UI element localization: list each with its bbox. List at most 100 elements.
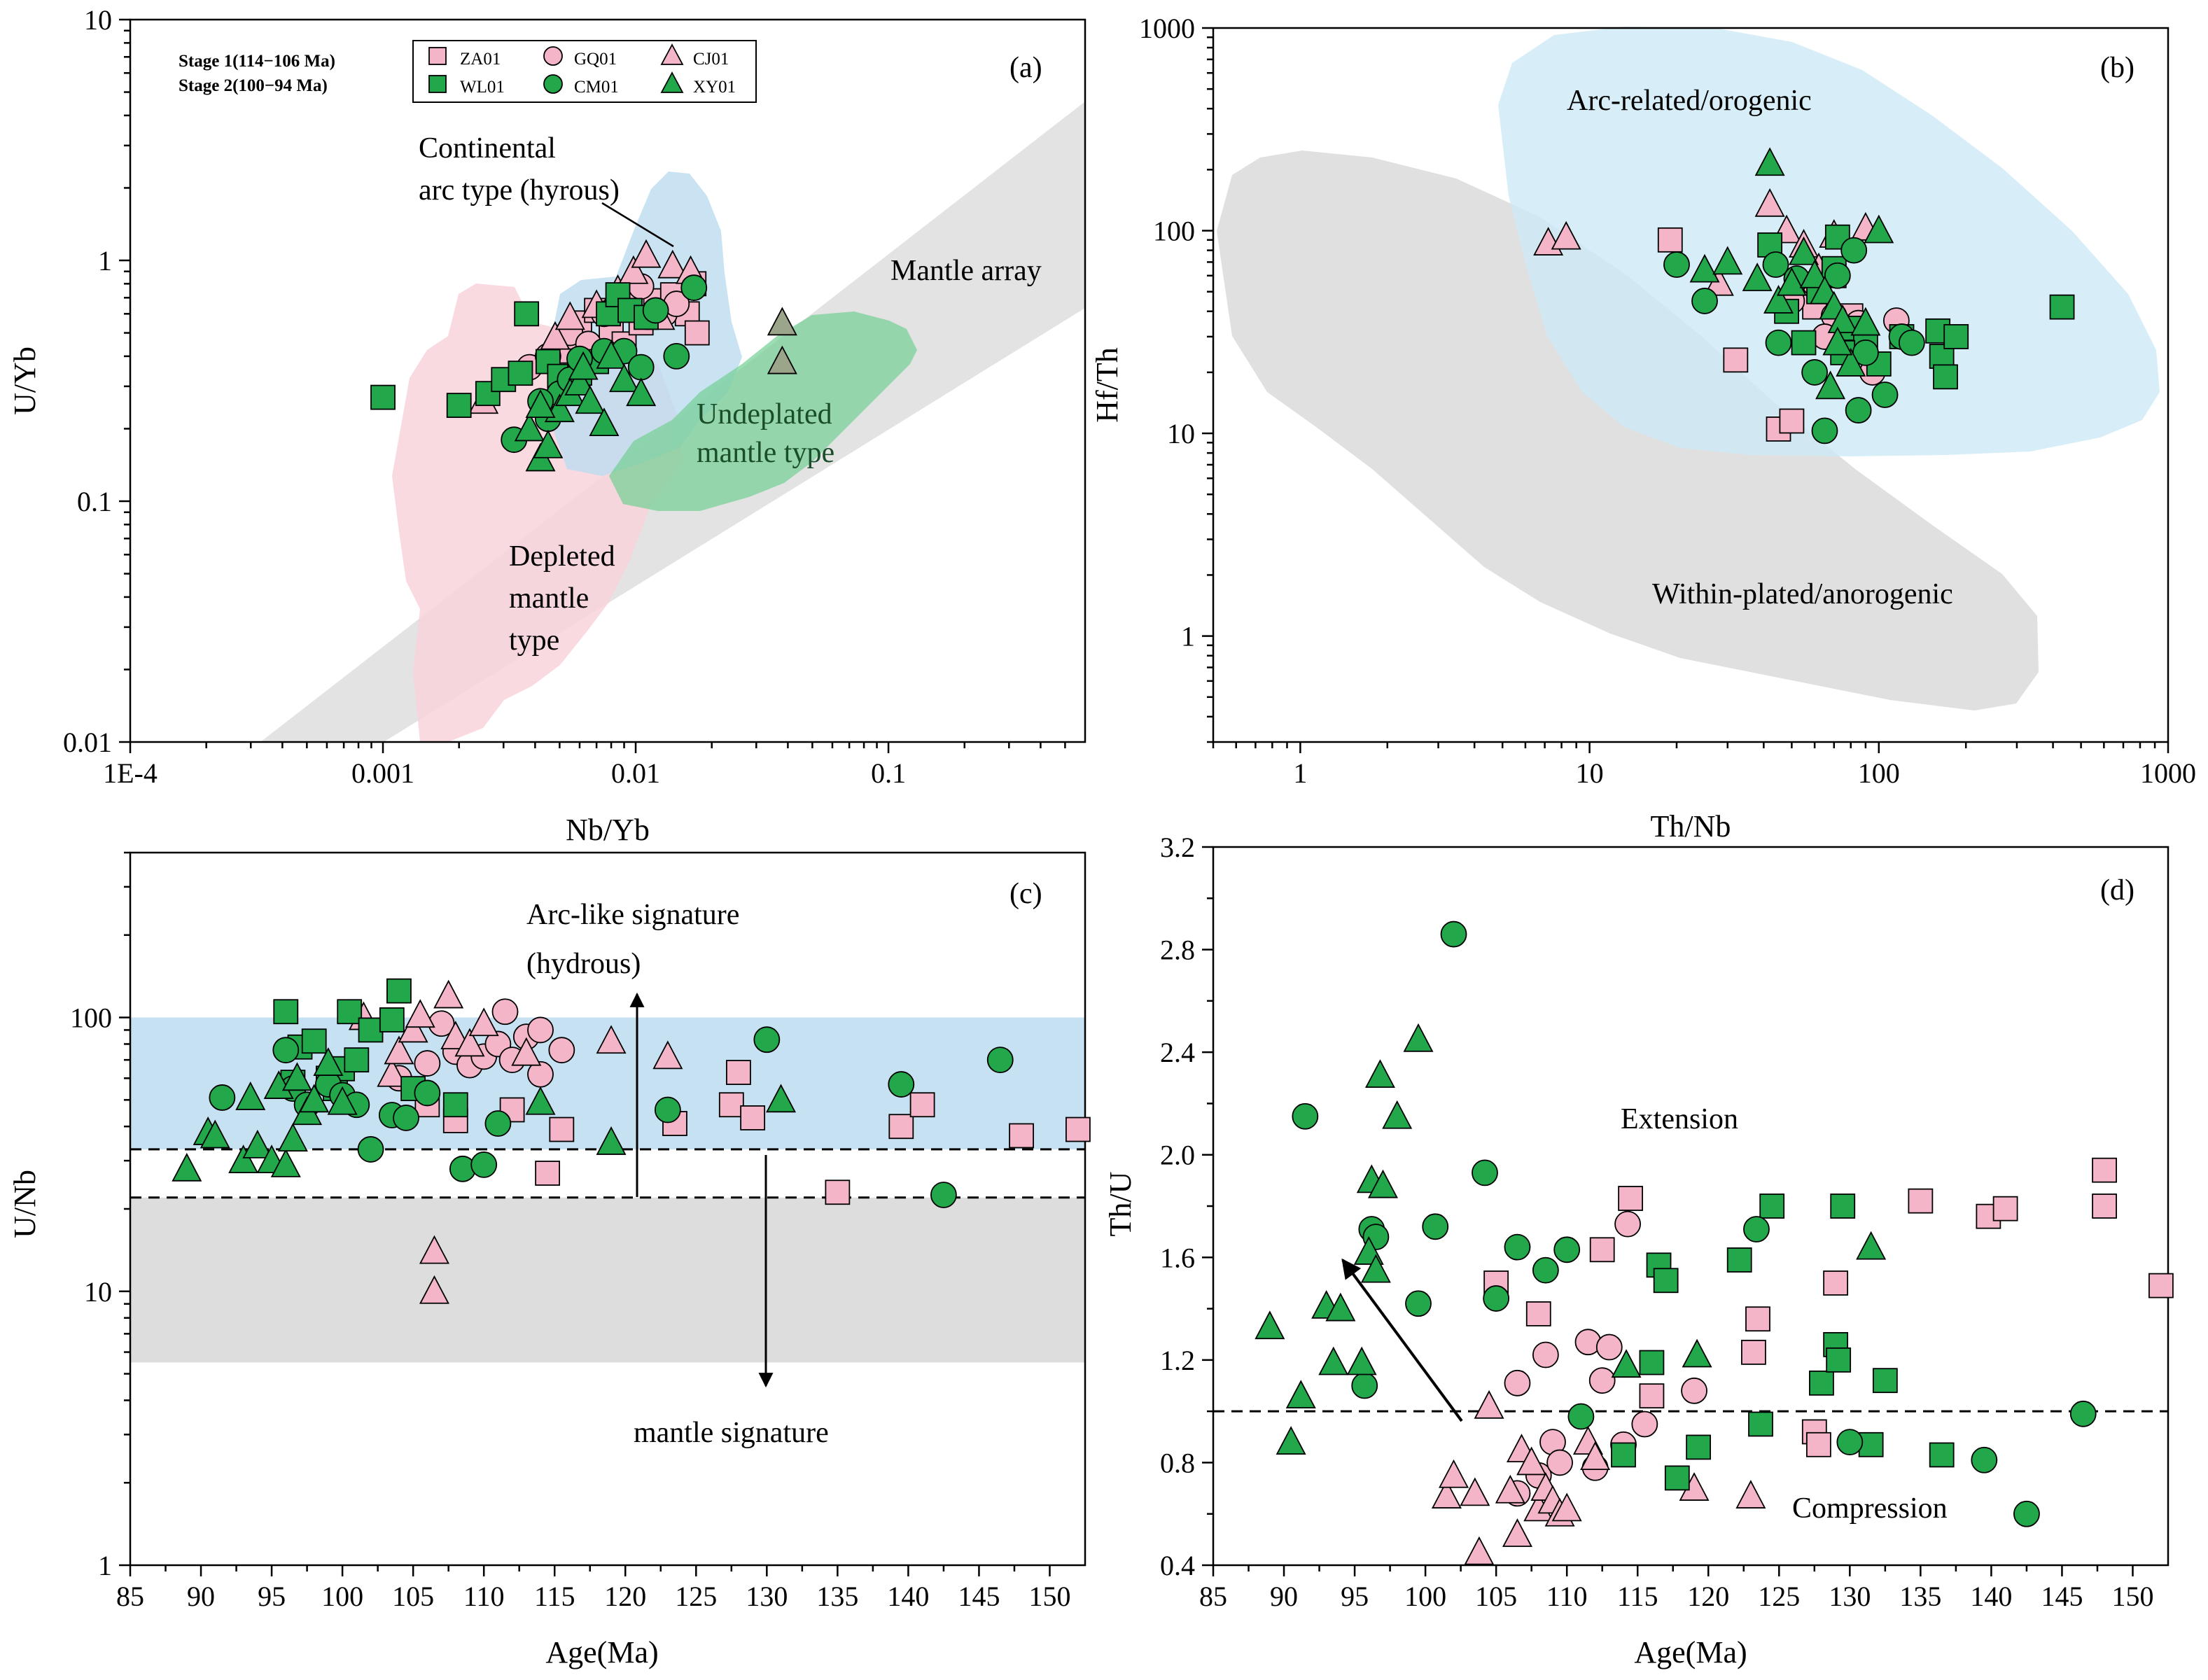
point-c-xy01-3	[228, 1144, 259, 1174]
panel-d-label: (d)	[2100, 874, 2134, 906]
panel-a-xtick-label-0: 1E-4	[103, 757, 158, 789]
point-d-xy01-16	[1856, 1231, 1887, 1260]
point-b-cm01-9	[1845, 397, 1872, 424]
point-d-gq01-9	[1595, 1334, 1623, 1361]
panel-a-frame	[129, 18, 1086, 743]
panel-d: 85 90 95 100 105 110 115 120 125 130 135 140 145 150 0…	[1103, 832, 2174, 1670]
point-c-za01-9	[825, 1180, 851, 1205]
label-arc-orogenic: Arc-related/orogenic	[1567, 85, 1812, 117]
point-c-xy01-5	[242, 1129, 273, 1158]
point-d-xy01-13	[1403, 1023, 1434, 1052]
point-c-cj01-2	[384, 1035, 414, 1065]
legend-box	[412, 40, 757, 103]
point-d-xy01-6	[1346, 1346, 1377, 1376]
panel-c: 85 90 95 100 105 110 115 120 125 130 135 140 145 1501…	[8, 851, 1091, 1670]
within-plate-field	[1217, 150, 2039, 710]
panel-c-xtick-label-0: 85	[116, 1581, 144, 1612]
panel-b-ylabel: Hf/Th	[1090, 347, 1124, 423]
label-extension: Extension	[1621, 1103, 1738, 1135]
label-depleted-3: type	[509, 624, 559, 657]
point-d-wl01-14	[1872, 1368, 1898, 1394]
point-c-cm01-10	[414, 1079, 441, 1107]
point-a-cj01-1	[540, 321, 571, 350]
point-a-undepleted_reference-0	[767, 307, 797, 336]
label-depleted-2: mantle	[509, 582, 589, 615]
panel-d-xtick-label-11: 140	[1970, 1581, 2012, 1612]
point-c-za01-2	[499, 1097, 525, 1123]
point-b-xy01-14	[1822, 326, 1853, 356]
point-d-xy01-11	[1367, 1169, 1398, 1198]
panel-c-xtick-label-5: 110	[463, 1581, 505, 1612]
legend-label-gq01: GQ01	[574, 50, 617, 69]
panel-b-xtick-label-2: 100	[1858, 757, 1900, 789]
point-d-za01-13	[2092, 1157, 2117, 1183]
panel-b-ytick-label-2: 100	[1153, 216, 1195, 247]
panel-b-xlabel: Th/Nb	[1651, 809, 1731, 844]
legend-label-xy01: XY01	[693, 78, 736, 97]
point-d-wl01-7	[1748, 1411, 1773, 1437]
point-d-cm01-5	[1422, 1213, 1449, 1240]
point-c-xy01-15	[525, 1086, 556, 1115]
point-d-za01-2	[1589, 1237, 1615, 1263]
point-a-xy01-5	[564, 367, 595, 396]
point-b-cm01-1	[1691, 288, 1718, 314]
point-c-cj01-4	[405, 999, 435, 1028]
point-d-cm01-9	[1504, 1233, 1531, 1261]
point-c-xy01-17	[766, 1084, 797, 1113]
panel-c-xtick-label-7: 120	[604, 1581, 646, 1612]
panel-a-axes: 1E-4 0.001 0.01 0.1 0.01 0.1 1 10	[63, 4, 1066, 789]
point-d-cm01-16	[2013, 1500, 2040, 1527]
point-d-za01-6	[1741, 1339, 1766, 1365]
panel-a-ytick-label-2: 1	[98, 245, 112, 276]
point-b-xy01-5	[1776, 267, 1807, 296]
point-d-cm01-1	[1351, 1372, 1378, 1399]
point-d-xy01-1	[1276, 1426, 1306, 1455]
label-depleted-1: Depleted	[509, 540, 615, 573]
point-a-xy01-0	[514, 412, 545, 442]
panel-d-xtick-label-0: 85	[1199, 1581, 1227, 1612]
panel-a-ytick-label-0: 0.01	[63, 727, 112, 758]
panel-d-xtick-label-6: 115	[1617, 1581, 1658, 1612]
panel-b-xtick-label-0: 1	[1293, 757, 1307, 789]
panel-a-xtick-label-2: 0.01	[611, 757, 660, 789]
point-d-xy01-5	[1325, 1292, 1356, 1322]
panel-b-ytick-label-3: 1000	[1139, 13, 1195, 44]
label-continental-arc-2: arc type (hyrous)	[419, 174, 620, 206]
panel-c-label: (c)	[1009, 878, 1042, 910]
point-d-cm01-17	[2069, 1400, 2097, 1427]
panel-d-xtick-label-9: 130	[1829, 1581, 1871, 1612]
panel-d-xtick-label-5: 110	[1546, 1581, 1588, 1612]
point-a-xy01-10	[626, 377, 657, 407]
panel-c-xtick-label-11: 140	[887, 1581, 929, 1612]
point-b-xy01-11	[1836, 347, 1866, 377]
point-d-gq01-12	[1631, 1410, 1658, 1438]
panel-d-xlabel: Age(Ma)	[1634, 1635, 1747, 1670]
legend-stage-1: Stage 1(114−106 Ma)	[179, 52, 335, 71]
point-c-cj01-13	[652, 1040, 683, 1070]
point-c-cm01-9	[393, 1105, 419, 1131]
point-d-gq01-5	[1546, 1449, 1573, 1476]
panel-d-ytick-label-4: 2.0	[1160, 1140, 1195, 1171]
point-d-gq01-11	[1614, 1210, 1641, 1238]
point-b-za01-0	[1657, 227, 1683, 253]
point-c-za01-7	[726, 1060, 751, 1085]
panel-a-ytick-label-1: 0.1	[77, 486, 112, 517]
panel-c-ytick-label-1: 10	[84, 1276, 112, 1308]
point-a-wl01-3	[491, 367, 517, 393]
point-c-xy01-8	[270, 1148, 301, 1177]
panel-d-ytick-label-0: 0.4	[1160, 1550, 1195, 1581]
panel-a-fields	[260, 102, 1085, 742]
point-c-cj01-11	[511, 1037, 542, 1066]
point-d-cm01-12	[1567, 1403, 1595, 1430]
point-c-cj01-9	[454, 1028, 485, 1057]
panel-d-xtick-label-8: 125	[1758, 1581, 1800, 1612]
panel-a-ytick-label-3: 10	[84, 4, 112, 36]
point-c-za01-4	[549, 1116, 575, 1142]
panel-a-xtick-label-3: 0.1	[871, 757, 906, 789]
point-d-xy01-10	[1364, 1059, 1395, 1088]
point-b-cm01-4	[1765, 329, 1792, 356]
point-d-wl01-0	[1611, 1442, 1636, 1468]
point-d-gq01-3	[1532, 1341, 1559, 1368]
point-b-cm01-12	[1898, 329, 1925, 356]
point-d-xy01-4	[1318, 1346, 1349, 1376]
